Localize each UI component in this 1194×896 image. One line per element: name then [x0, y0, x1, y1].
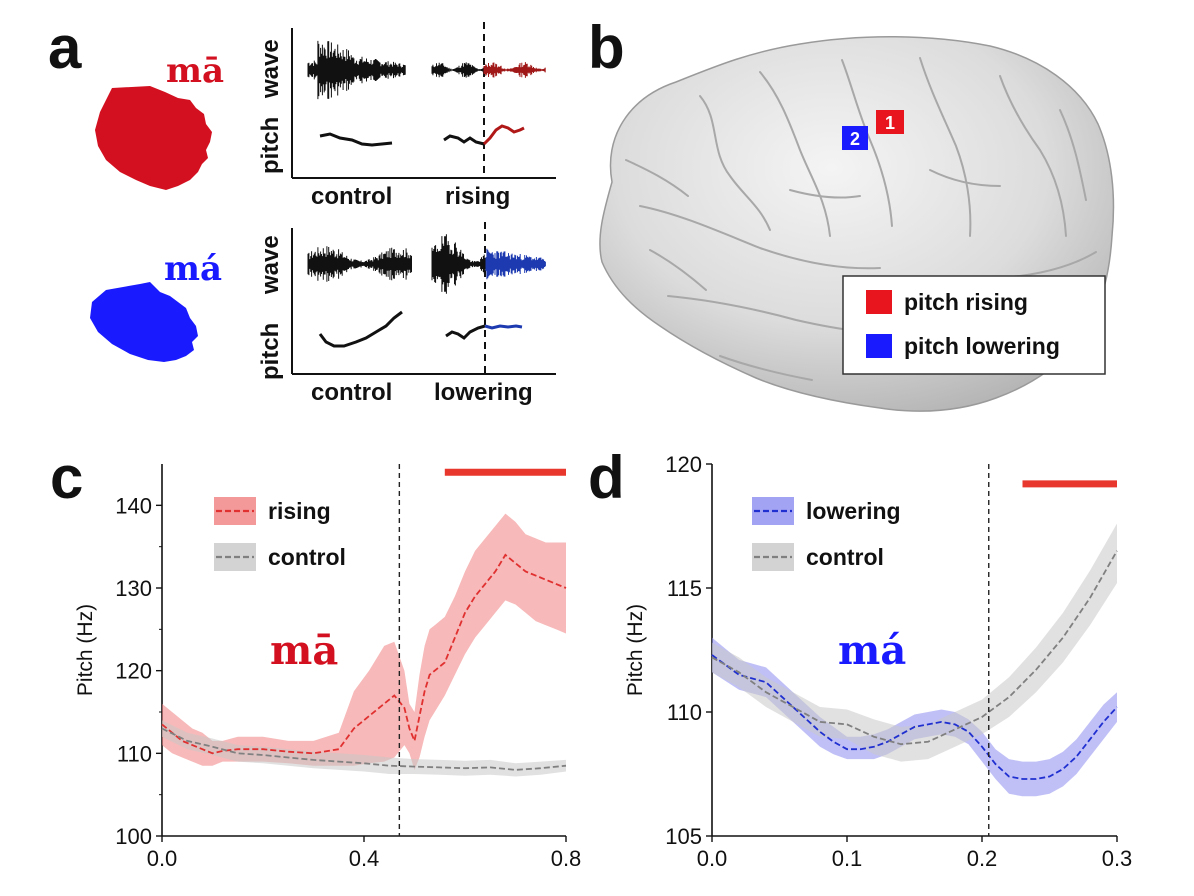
panel-d-y-tick-label: 110	[667, 700, 702, 725]
panel-c: c 100 110 120 130 140 0.0 0.4 0.8 Pitch (Hz) mā ri…	[50, 444, 581, 871]
panel-c-legend-label-rising: rising	[268, 498, 331, 524]
panel-d-line-lowering	[711, 654, 1118, 780]
brain-legend-swatch-lowering	[866, 334, 892, 358]
panel-c-legend-label-control: control	[268, 544, 346, 570]
syllable-ma-rising: má	[164, 249, 222, 289]
waveform-top-test-trace-post	[483, 62, 546, 78]
panel-b-letter: b	[588, 14, 625, 81]
schematic-bottom-condition-control: control	[311, 379, 392, 406]
schematic-top-condition-rising: rising	[445, 183, 510, 210]
waveform-top-test	[431, 62, 546, 78]
panel-d-y-tick-label: 115	[667, 576, 702, 601]
panel-c-band-rising	[162, 513, 566, 770]
waveform-bottom-control-trace	[307, 246, 412, 282]
panel-c-y-tick-label: 130	[115, 576, 152, 601]
panel-d-x-tick-label: 0.3	[1102, 846, 1133, 871]
waveform-bottom-control	[307, 246, 412, 282]
panel-d-band-control	[712, 523, 1117, 762]
panel-b: b 1 2	[588, 14, 1115, 412]
pitch-contour-bottom-control	[318, 310, 403, 348]
brain-legend-label-rising: pitch rising	[904, 289, 1028, 315]
panel-d-x-tick-label: 0.0	[697, 846, 728, 871]
panel-d-y-tick-label: 105	[665, 824, 702, 849]
schematic-top-ylabel-pitch: pitch	[257, 117, 284, 174]
pitch-contour-top-test-post	[482, 124, 525, 146]
panel-d-annotation: má	[838, 627, 906, 674]
panel-c-line-rising	[161, 553, 567, 755]
syllable-ma-flat: mā	[166, 51, 224, 91]
electrode-marker-1	[876, 110, 904, 134]
mouth-shape-lowering	[90, 282, 198, 362]
panel-d-x-tick-label: 0.2	[967, 846, 998, 871]
panel-d: d 105 110 115 120 0.0 0.1 0.2 0.3 Pitch (Hz) má lo…	[588, 444, 1132, 871]
panel-d-x-tick-label: 0.1	[832, 846, 863, 871]
schematic-top-condition-control: control	[311, 183, 392, 210]
panel-c-x-tick-label: 0.8	[551, 846, 582, 871]
panel-d-legend-label-lowering: lowering	[806, 498, 901, 524]
panel-c-y-tick-label: 100	[115, 824, 152, 849]
pitch-contour-top-control	[319, 132, 393, 147]
waveform-bottom-test	[431, 234, 546, 294]
brain-legend: pitch rising pitch lowering	[842, 275, 1106, 375]
panel-c-x-tick-label: 0.4	[349, 846, 380, 871]
panel-c-y-axis-title: Pitch (Hz)	[74, 604, 97, 696]
panel-d-band-lowering	[712, 637, 1117, 797]
pitch-contour-bottom-test-post	[484, 324, 523, 330]
schematic-bottom: wave pitch control lowering	[257, 222, 556, 406]
panel-d-y-axis-title: Pitch (Hz)	[624, 604, 647, 696]
waveform-top-control	[307, 40, 406, 100]
panel-d-legend-label-control: control	[806, 544, 884, 570]
schematic-bottom-ylabel-pitch: pitch	[257, 323, 284, 380]
panel-a: a mā má wave pitch control rising wa	[48, 14, 556, 406]
electrode-marker-1-label: 1	[885, 113, 895, 133]
schematic-bottom-condition-lowering: lowering	[434, 379, 533, 406]
brain-legend-swatch-rising	[866, 290, 892, 314]
electrode-marker-2-label: 2	[850, 129, 860, 149]
pitch-contour-bottom-test-pre	[445, 324, 486, 340]
panel-d-y-tick-label: 120	[665, 452, 702, 477]
schematic-top-ylabel-wave: wave	[257, 39, 284, 99]
panel-c-x-tick-label: 0.0	[147, 846, 178, 871]
pitch-contour-top-test-pre	[443, 134, 485, 146]
panel-c-y-tick-label: 140	[115, 493, 152, 518]
panel-c-y-tick-label: 110	[117, 741, 152, 766]
schematic-top: wave pitch control rising	[257, 22, 556, 210]
schematic-bottom-ylabel-wave: wave	[257, 235, 284, 295]
waveform-top-control-trace	[307, 40, 406, 100]
panel-c-annotation: mā	[270, 627, 338, 674]
waveform-bottom-test-trace-pre	[431, 234, 487, 294]
electrode-marker-2	[842, 126, 868, 150]
panel-d-letter: d	[588, 444, 625, 511]
brain-legend-label-lowering: pitch lowering	[904, 333, 1060, 359]
panel-c-letter: c	[50, 444, 83, 511]
waveform-bottom-test-trace-post	[485, 248, 546, 280]
waveform-top-test-trace-pre	[431, 62, 484, 78]
panel-c-band-control	[162, 720, 566, 777]
panel-c-y-tick-label: 120	[115, 659, 152, 684]
panel-a-letter: a	[48, 14, 82, 81]
panel-d-line-control	[711, 550, 1118, 746]
mouth-shape-rising	[95, 86, 212, 190]
